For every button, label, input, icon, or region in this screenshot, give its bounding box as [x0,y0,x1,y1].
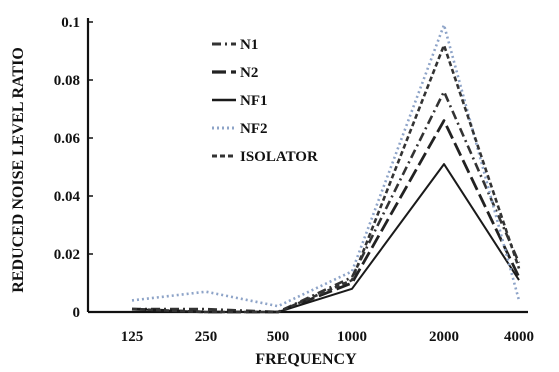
axes [86,18,528,314]
x-tick-label: 125 [121,329,144,345]
y-tick-label: 0.04 [54,189,81,205]
x-tick-label: 250 [195,329,218,345]
y-tick-label: 0.06 [54,131,81,147]
x-axis-title: FREQUENCY [255,351,357,368]
legend-label-nf2: NF2 [240,121,268,137]
y-axis-title: REDUCED NOISE LEVEL RATIO [10,47,27,293]
series-line-nf2 [131,23,521,308]
legend-label-n1: N1 [240,37,258,53]
y-tick-label: 0.02 [54,247,80,263]
y-tick-label: 0 [73,305,81,321]
series-line-isolator [131,43,521,314]
x-tick-label: 2000 [429,329,459,345]
series-line-n1 [132,90,521,314]
series-layer [131,23,521,314]
legend-label-isolator: ISOLATOR [240,149,318,165]
tick-labels: 0 0.02 0.04 0.06 0.08 0.1 125 250 500 1000 2000 400… [54,15,534,345]
y-tick-label: 0.1 [61,15,80,31]
legend-label-n2: N2 [240,65,258,81]
legend: N1 N2 NF1 NF2 ISOLATOR [212,37,318,165]
y-tick-label: 0.08 [54,73,80,89]
x-tick-label: 4000 [504,329,534,345]
series-line-nf1 [131,163,520,313]
x-tick-label: 500 [267,329,290,345]
x-tick-label: 1000 [337,329,367,345]
legend-label-nf1: NF1 [240,93,268,109]
